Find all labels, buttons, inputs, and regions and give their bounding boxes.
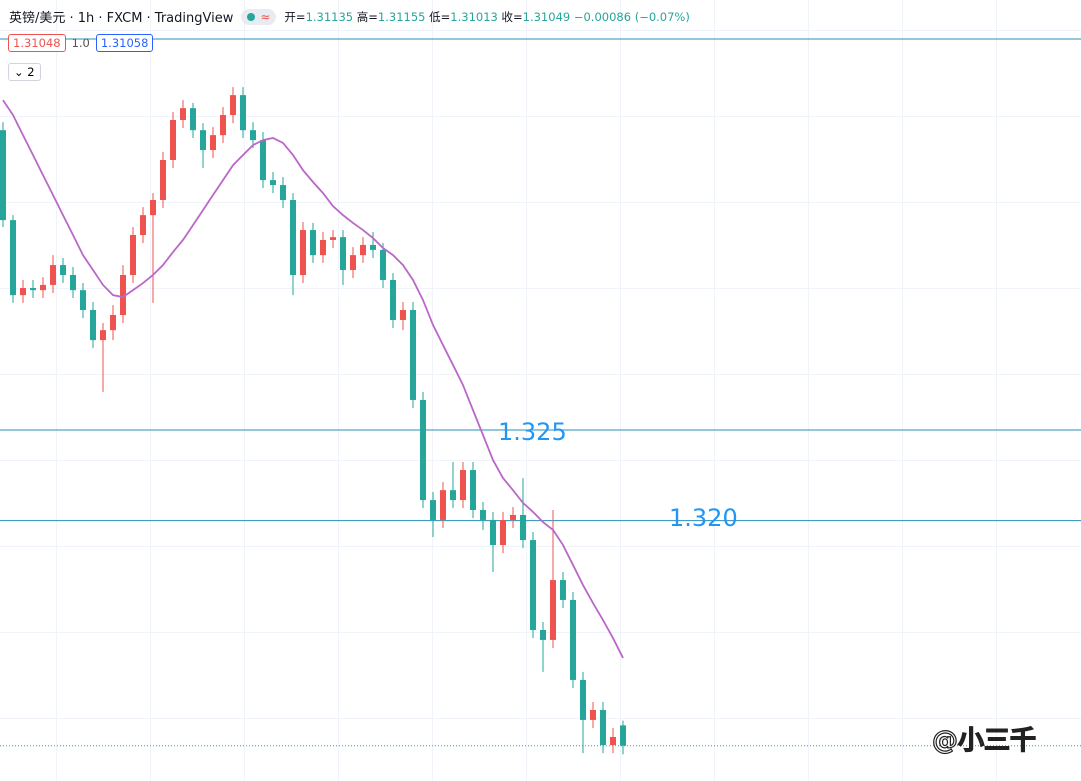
indicator-count: 2 (27, 65, 35, 79)
status-icon: ≈ (260, 9, 271, 24)
candle-body (340, 237, 346, 271)
candle-body (510, 514, 516, 520)
candle-body (550, 580, 556, 640)
ohlc-value: 1.31013 (450, 9, 498, 24)
candle-body (210, 135, 216, 151)
ohlc-value: 1.31135 (305, 9, 354, 24)
candle-body (240, 95, 246, 131)
candle-body (610, 736, 616, 746)
watermark: @小三千 (931, 725, 1037, 756)
candle-body (180, 108, 186, 120)
candle-body (530, 540, 536, 631)
spread: 1.0 (71, 36, 90, 50)
moving-average (2, 99, 624, 659)
candle-body (190, 108, 196, 131)
sell-price[interactable]: 1.31048 (8, 34, 66, 52)
candle-body (520, 514, 526, 541)
candle-body (330, 237, 336, 240)
candle-body (360, 244, 366, 256)
ohlc-value: 1.31049 (522, 9, 571, 24)
candle-body (390, 279, 396, 320)
candle-body (490, 519, 496, 546)
change: −0.00086 (−0.07%) (573, 9, 690, 24)
candle-body (560, 580, 566, 600)
candle-body (410, 310, 416, 400)
candle-body (40, 284, 46, 291)
candle-body (270, 180, 276, 186)
candle-body (0, 130, 6, 221)
candle-body (500, 519, 506, 546)
candle-body (10, 220, 16, 296)
candle-body (380, 249, 386, 280)
candle-body (480, 510, 486, 520)
candle-body (320, 239, 326, 256)
candle-body (20, 288, 26, 296)
candle-body (90, 310, 96, 341)
candle-body (50, 265, 56, 285)
symbol-title[interactable]: 英镑/美元 · 1h · FXCM · TradingView (9, 11, 234, 26)
candle-body (460, 470, 466, 501)
candle-body (30, 288, 36, 291)
candle-body (130, 235, 136, 276)
candle-body (160, 159, 166, 200)
candle-body (440, 490, 446, 520)
candle-body (170, 119, 176, 160)
candle-body (450, 490, 456, 501)
ohlc-label: 开= (284, 9, 306, 24)
status-dot (247, 12, 256, 21)
candle-body (140, 215, 146, 236)
candle-body (80, 290, 86, 311)
candle-body (300, 230, 306, 276)
candle-body (70, 275, 76, 291)
candle-body (370, 244, 376, 250)
candle-body (220, 115, 226, 136)
candle-body (310, 230, 316, 256)
candle-body (470, 470, 476, 511)
candle-body (540, 630, 546, 640)
candle-body (620, 725, 626, 746)
candle-body (60, 265, 66, 276)
candle-body (150, 199, 156, 216)
buy-price[interactable]: 1.31058 (95, 34, 154, 52)
ohlc-label: 高= (356, 9, 378, 24)
candle-body (580, 679, 586, 720)
candle-body (280, 185, 286, 200)
candle-body (350, 255, 356, 271)
indicator-toggle[interactable]: ⌄ 2 (8, 63, 41, 81)
price-boxes: 1.31048 1.0 1.31058 (8, 34, 154, 52)
candle-body (590, 710, 596, 720)
candle-body (290, 199, 296, 276)
candle-body (430, 500, 436, 520)
candle-body (100, 330, 106, 341)
annotation: 1.325 (498, 418, 567, 446)
ohlc-values: 开=1.31135 高=1.31155 低=1.31013 收=1.31049 … (284, 9, 689, 25)
candle-body (400, 310, 406, 320)
candle-body (250, 130, 256, 141)
candle-body (120, 275, 126, 316)
candle-body (200, 130, 206, 151)
status-badge[interactable]: ≈ (241, 8, 277, 25)
candle-body (230, 95, 236, 116)
ohlc-value: 1.31155 (377, 9, 426, 24)
ohlc-label: 低= (429, 9, 451, 24)
ohlc-label: 收= (501, 9, 523, 24)
candle-body (260, 140, 266, 181)
candle-body (420, 399, 426, 501)
annotation: 1.320 (669, 504, 738, 532)
candle-body (600, 710, 606, 746)
legend: 英镑/美元 · 1h · FXCM · TradingView ≈ 开=1.31… (9, 7, 690, 26)
candle-body (570, 599, 576, 680)
candle-body (110, 315, 116, 331)
